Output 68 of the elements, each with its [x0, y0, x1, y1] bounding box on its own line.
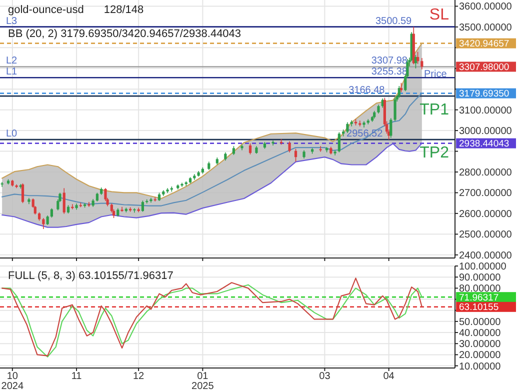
ref-line-label: L2 [6, 56, 18, 67]
x-tick-label: 10 2024 [1, 371, 24, 390]
annotation: 3166.48 [348, 85, 386, 96]
x-tick-label: 12 [133, 371, 145, 382]
annotation: SL [429, 6, 450, 24]
y-tick-label: 80.00000 [459, 284, 502, 295]
candlestick [400, 82, 403, 93]
y-tick-label: 100.00000 [459, 262, 507, 272]
ref-line-label: 71.96317 [459, 292, 499, 304]
x-tick-label: 04 [383, 371, 395, 382]
y-tick-label: 3500.00000 [459, 22, 512, 34]
x-tick-label: 03 [319, 371, 331, 382]
candlestick [288, 140, 291, 153]
candlestick [398, 86, 400, 98]
annotation: FULL (5, 8, 3) 63.10155/71.96317 [8, 270, 174, 282]
y-tick-label: 10.00000 [459, 361, 502, 372]
y-tick-label: 2700.00000 [459, 188, 512, 200]
y-tick-label: 2400.00000 [459, 250, 512, 262]
candlestick [42, 218, 45, 230]
chart-subtitle: 128/148 [104, 4, 144, 16]
x-tick-label: 01 2025 [192, 371, 214, 390]
ref-line-label: 3420.94657 [459, 38, 510, 50]
y-tick-label: 20.00000 [459, 350, 502, 362]
y-tick-label: 40.00000 [459, 328, 502, 340]
candlestick [248, 143, 252, 155]
price-tag: 3420.94657 [456, 38, 516, 50]
candlestick [50, 208, 54, 218]
y-tick-label: 2600.00000 [459, 208, 512, 220]
ref-line-label: 3179.69350 [459, 88, 510, 100]
annotation: TP1 [420, 102, 450, 119]
y-tick-label: 90.00000 [459, 272, 502, 284]
y-tick-label: 2800.00000 [459, 168, 512, 178]
price-tag: 3307.98000 [456, 62, 516, 74]
ref-line-label: L1 [6, 66, 18, 78]
y-tick-label: 30.00000 [459, 339, 502, 350]
y-tick-label: 2500.00000 [459, 230, 512, 241]
candlestick [390, 118, 392, 138]
annotation: TP2 [420, 144, 450, 162]
candlestick [46, 215, 49, 226]
candlestick [338, 132, 340, 153]
candlestick [294, 148, 298, 162]
candlestick [154, 196, 156, 202]
price-tag: 63.10155 [456, 302, 516, 314]
candlestick [350, 120, 353, 127]
candlestick [0, 182, 4, 188]
price-tag: 71.96317 [456, 292, 516, 304]
price-tag: 2938.44043 [456, 138, 516, 150]
candlestick [420, 58, 424, 70]
ref-line-label: 63.10155 [459, 302, 499, 314]
annotation: BB (20, 2) 3179.69350/3420.94657/2938.44043 [8, 28, 242, 40]
y-tick-label: 3100.00000 [459, 105, 512, 116]
candlestick [319, 146, 322, 152]
ref-line-label: L3 [6, 16, 18, 27]
candlestick [62, 188, 66, 214]
annotation: 3307.98 [371, 56, 408, 67]
candlestick [394, 97, 396, 122]
ref-line-label: 2938.44043 [459, 138, 510, 150]
chart-title: gold-ounce-usd [8, 4, 84, 16]
ref-line-label: L0 [6, 128, 18, 140]
candlestick [358, 120, 362, 127]
candlestick [141, 200, 144, 212]
annotation: 3500.59 [375, 16, 412, 27]
y-tick-label: 3600.00000 [459, 2, 512, 13]
y-tick-label: 50.00000 [459, 316, 502, 328]
x-tick-label: 11 [71, 371, 82, 382]
candlestick [416, 51, 420, 64]
y-tick-label: 3000.00000 [459, 126, 512, 138]
price-tag: 3179.69350 [456, 88, 516, 100]
